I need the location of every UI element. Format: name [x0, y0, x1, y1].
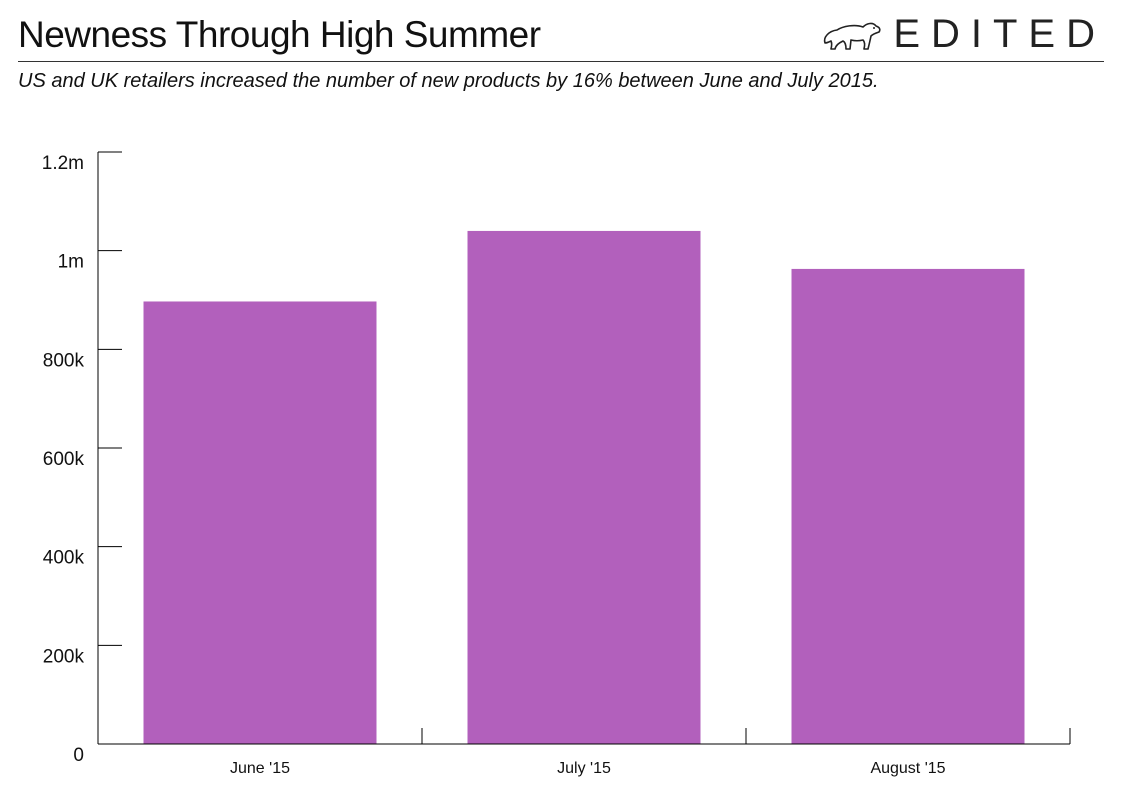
brand-logo: EDITED — [821, 12, 1106, 57]
bar — [791, 268, 1025, 744]
y-tick-label: 1.2m — [42, 153, 84, 174]
y-tick-label: 800k — [43, 350, 85, 371]
bar — [143, 301, 377, 744]
y-tick-label: 200k — [43, 646, 85, 667]
chart-subtitle: US and UK retailers increased the number… — [18, 70, 879, 92]
x-tick-label: June '15 — [230, 760, 290, 777]
polar-bear-icon — [824, 22, 881, 50]
bar — [467, 230, 701, 744]
y-tick-label: 1m — [58, 252, 84, 273]
chart-title: Newness Through High Summer — [18, 14, 541, 55]
y-tick-label: 0 — [73, 745, 84, 766]
y-tick-label: 600k — [43, 449, 85, 470]
title-divider — [18, 61, 1104, 62]
y-tick-label: 400k — [43, 548, 85, 569]
x-tick-label: July '15 — [557, 760, 611, 777]
x-tick-label: August '15 — [870, 760, 945, 777]
brand-name: EDITED — [893, 12, 1106, 56]
